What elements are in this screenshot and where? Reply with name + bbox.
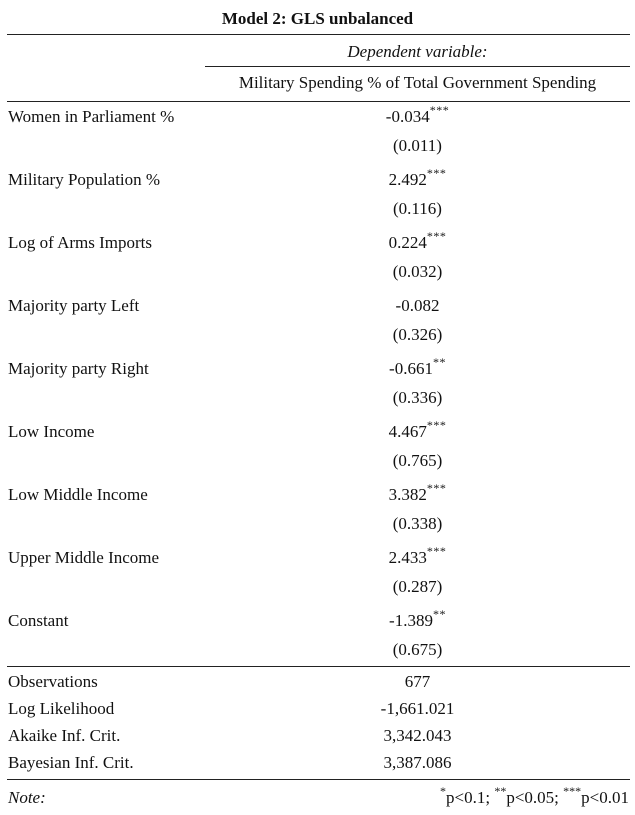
note-label: Note:: [8, 788, 46, 807]
table-title: Model 2: GLS unbalanced: [221, 9, 414, 28]
significance-stars: **: [432, 607, 446, 621]
coefficient-estimate-cell: -0.082: [205, 296, 630, 316]
statistic-value: 3,342.043: [383, 726, 452, 745]
coefficient-estimate: -1.389: [389, 611, 433, 630]
coefficient-estimate-cell: -1.389**: [205, 607, 630, 631]
significance-stars: ***: [426, 418, 447, 432]
coefficient-label: Upper Middle Income: [8, 548, 160, 567]
coefficient-label: Women in Parliament %: [8, 107, 175, 126]
top-rule: [7, 34, 630, 35]
dependent-variable-rule: [205, 66, 630, 67]
coefficient-row: Low Middle Income 3.382***: [0, 481, 635, 511]
note-star-3: ***: [563, 784, 582, 798]
coefficient-label: Low Middle Income: [8, 485, 148, 504]
coefficient-estimate: 0.224: [388, 233, 427, 252]
standard-error: (0.338): [392, 514, 443, 533]
standard-error: (0.336): [392, 388, 443, 407]
coefficient-estimate-cell: 0.224***: [205, 229, 630, 253]
coefficient-row: Constant -1.389**: [0, 607, 635, 637]
note-star-2: **: [494, 784, 507, 798]
note-text-3: p<0.01: [581, 788, 629, 807]
coefficient-row: Majority party Right -0.661**: [0, 355, 635, 385]
note-text-1: p<0.1;: [446, 788, 495, 807]
coefficient-estimate-cell: 4.467***: [205, 418, 630, 442]
coefficient-estimate-cell: 3.382***: [205, 481, 630, 505]
standard-error: (0.032): [392, 262, 443, 281]
significance-stars: **: [432, 355, 446, 369]
note-star-1: *: [440, 784, 447, 798]
coefficient-label: Majority party Left: [8, 296, 140, 315]
coefficient-row: Military Population % 2.492***: [0, 166, 635, 196]
coefficient-estimate: -0.082: [395, 296, 440, 315]
standard-error: (0.765): [392, 451, 443, 470]
header-rule: [7, 101, 630, 102]
coefficient-estimate: 3.382: [388, 485, 427, 504]
statistic-row: Log Likelihood -1,661.021: [0, 699, 635, 725]
coefficient-estimate: -0.661: [389, 359, 433, 378]
significance-note: *p<0.1; **p<0.05; ***p<0.01: [440, 784, 629, 808]
coefficient-label: Low Income: [8, 422, 95, 441]
statistic-value: -1,661.021: [380, 699, 455, 718]
coefficient-estimate-cell: 2.492***: [205, 166, 630, 190]
coefficient-row: Women in Parliament % -0.034***: [0, 103, 635, 133]
coefficient-label: Log of Arms Imports: [8, 233, 153, 252]
coefficient-estimate-cell: 2.433***: [205, 544, 630, 568]
statistic-row: Observations 677: [0, 672, 635, 698]
coefficient-estimate: -0.034: [385, 107, 430, 126]
coefficient-estimate-cell: -0.034***: [205, 103, 630, 127]
bottom-rule: [7, 779, 630, 780]
statistic-label: Akaike Inf. Crit.: [8, 726, 121, 745]
significance-stars: ***: [426, 544, 447, 558]
statistic-label: Observations: [8, 672, 98, 691]
dependent-variable-caption: Dependent variable:: [347, 42, 488, 61]
coefficient-label: Constant: [8, 611, 69, 630]
standard-error: (0.675): [392, 640, 443, 659]
coefficient-estimate: 4.467: [388, 422, 427, 441]
statistic-label: Log Likelihood: [8, 699, 115, 718]
significance-stars: ***: [426, 481, 447, 495]
coefficient-row: Log of Arms Imports 0.224***: [0, 229, 635, 259]
coefficient-estimate-cell: -0.661**: [205, 355, 630, 379]
coefficient-label: Military Population %: [8, 170, 161, 189]
standard-error: (0.011): [393, 136, 442, 155]
standard-error: (0.326): [392, 325, 443, 344]
significance-stars: ***: [426, 229, 447, 243]
dependent-variable-name: Military Spending % of Total Government …: [238, 73, 597, 92]
standard-error: (0.116): [393, 199, 442, 218]
coefficient-row: Upper Middle Income 2.433***: [0, 544, 635, 574]
statistic-row: Akaike Inf. Crit. 3,342.043: [0, 726, 635, 752]
statistic-value: 677: [404, 672, 431, 691]
coefficient-row: Low Income 4.467***: [0, 418, 635, 448]
stats-rule: [7, 666, 630, 667]
statistic-row: Bayesian Inf. Crit. 3,387.086: [0, 753, 635, 779]
significance-stars: ***: [429, 103, 450, 117]
coefficient-label: Majority party Right: [8, 359, 149, 378]
statistic-value: 3,387.086: [383, 753, 452, 772]
coefficient-estimate: 2.433: [388, 548, 427, 567]
significance-stars: ***: [426, 166, 447, 180]
coefficient-estimate: 2.492: [388, 170, 427, 189]
note-text-2: p<0.05;: [506, 788, 564, 807]
statistic-label: Bayesian Inf. Crit.: [8, 753, 134, 772]
coefficient-row: Majority party Left -0.082: [0, 296, 635, 322]
standard-error: (0.287): [392, 577, 443, 596]
